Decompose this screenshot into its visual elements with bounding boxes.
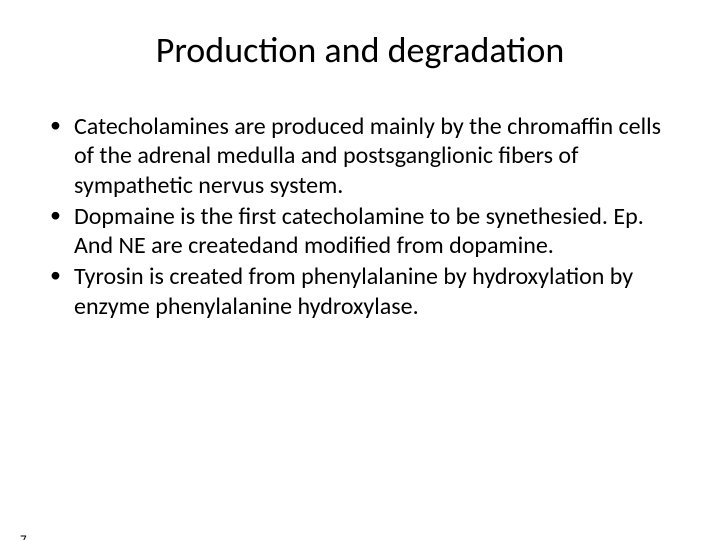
list-item: Tyrosin is created from phenylalanine by…	[48, 262, 672, 321]
slide-container: Production and degradation Catecholamine…	[0, 28, 720, 540]
slide-title: Production and degradation	[0, 28, 720, 72]
page-number: 7	[20, 533, 27, 540]
list-item: Dopmaine is the first catecholamine to b…	[48, 202, 672, 261]
list-item: Catecholamines are produced mainly by th…	[48, 112, 672, 200]
bullet-list: Catecholamines are produced mainly by th…	[48, 112, 672, 321]
slide-body: Catecholamines are produced mainly by th…	[0, 112, 720, 321]
